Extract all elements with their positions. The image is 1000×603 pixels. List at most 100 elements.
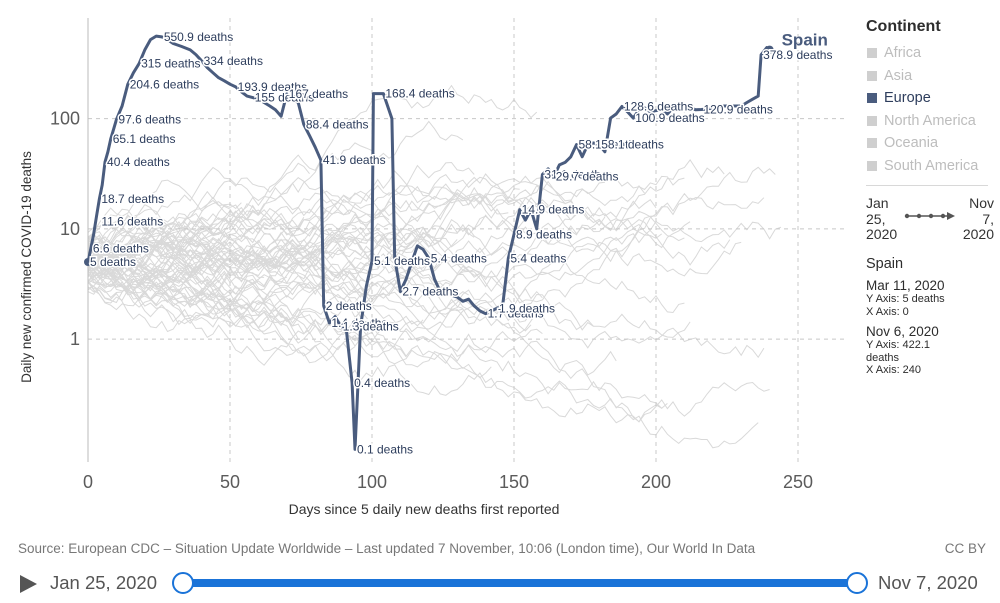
background-series-line [87,265,668,409]
data-label: 0.1 deaths [357,442,413,456]
spain-line[interactable] [86,34,771,451]
legend-item-europe[interactable]: Europe [864,87,994,110]
legend-item-oceania[interactable]: Oceania [864,132,994,155]
legend-items: Africa Asia Europe North America Oceania Sout… [864,42,994,177]
x-tick-label: 50 [220,472,240,492]
background-series-line [87,188,606,276]
background-series-line [87,84,538,254]
data-label: 334 deaths [204,54,263,68]
legend-item-asia[interactable]: Asia [864,65,994,88]
x-tick-label: 100 [357,472,387,492]
data-label: 0.4 deaths [354,376,410,390]
line-chart: 0 50 100 150 200 250 1 10 100 Spain 5 deaths6.6 … [19,18,848,517]
legend-divider [866,185,988,186]
tooltip-title: Spain [866,256,904,272]
tooltip-point-end: Nov 6, 2020 Y Axis: 422.1 deaths X Axis:… [866,324,939,376]
spain-end-point[interactable] [765,45,774,54]
data-label: 88.4 deaths [306,117,369,131]
data-label: 6.6 deaths [93,242,149,256]
axes: 0 50 100 150 200 250 1 10 100 [50,18,813,492]
spain-start-point[interactable] [84,258,92,267]
x-tick-label: 150 [499,472,529,492]
data-label: 378.9 deaths [763,48,832,62]
legend-swatch [867,70,877,81]
timeline-track[interactable] [183,579,857,587]
data-label: 167 deaths [289,87,348,101]
data-label: 120.9 deaths [703,102,772,116]
data-label: 100.9 deaths [635,111,704,125]
background-series-line [87,179,259,238]
legend-panel: Continent Africa Asia Europe North America O… [864,18,994,383]
legend-item-label: Asia [884,67,913,84]
x-tick-label: 0 [83,472,93,492]
gridlines [88,18,848,462]
background-series-line [87,234,418,272]
background-series-line [87,166,776,304]
data-label: 58.1 deaths [578,138,641,152]
legend-swatch [867,160,877,171]
data-label: 1.7 deaths [488,307,544,321]
series-end-label: Spain [782,31,828,50]
data-label: 128.6 deaths [624,100,693,114]
timeline-start-label: Jan 25, 2020 [50,572,157,593]
background-series-line [87,192,765,309]
legend-title: Continent [866,18,941,35]
background-series-line [87,266,288,329]
data-label: 2 deaths [326,299,372,313]
background-series-line [87,230,248,282]
data-label: 204.6 deaths [130,77,199,91]
legend-item-north-america[interactable]: North America [864,110,994,133]
timeline-slider: Jan 25, 2020 Nov 7, 2020 [0,568,1000,600]
data-label: 14.9 deaths [522,203,585,217]
background-series-line [87,195,663,273]
data-label: 11.6 deaths [101,215,163,229]
y-tick-label: 10 [60,219,80,239]
legend-item-label: Europe [884,90,931,107]
timeline-end-handle[interactable] [846,572,868,594]
legend-item-label: Africa [884,45,922,62]
legend-item-label: South America [884,157,979,174]
data-label: 65.1 deaths [113,132,176,146]
data-label: 155 deaths [255,91,314,105]
source-text: Source: European CDC – Situation Update … [18,541,756,556]
timeline-start-handle[interactable] [172,572,194,594]
background-series-line [87,173,645,288]
data-label: 40.4 deaths [107,155,170,169]
data-label: 18.7 deaths [101,192,164,206]
background-series-line [87,267,594,347]
y-tick-label: 100 [50,109,80,129]
x-axis-title: Days since 5 daily new deaths first repo… [289,501,560,517]
background-series-line [87,235,617,376]
tooltip-point-start: Mar 11, 2020 Y Axis: 5 deaths X Axis: 0 [866,278,945,318]
data-label: 550.9 deaths [164,30,233,44]
legend-swatch [867,138,877,149]
background-series-line [87,263,759,449]
range-start: Jan 25, 2020 [866,195,898,242]
legend-item-africa[interactable]: Africa [864,42,994,65]
x-tick-label: 250 [783,472,813,492]
data-label: 41.9 deaths [323,153,386,167]
background-series-line [87,162,310,252]
data-label: 168.4 deaths [385,87,454,101]
license-link[interactable]: CC BY [944,541,986,556]
background-series-line [87,217,543,337]
data-label: 5.4 deaths [431,251,487,265]
data-label: 8.9 deaths [516,227,572,241]
background-series-line [87,216,481,278]
play-icon[interactable] [20,575,37,593]
timeline-end-label: Nov 7, 2020 [878,572,978,593]
x-tick-label: 200 [641,472,671,492]
legend-swatch [867,48,877,59]
spain-series[interactable]: Spain [84,31,828,451]
data-label: 97.6 deaths [118,113,181,127]
data-label: 315 deaths [141,57,200,71]
legend-item-label: Oceania [884,135,939,152]
background-series-line [87,234,469,299]
data-label: 5.1 deaths [374,254,430,268]
date-range: Jan 25, 2020 Nov 7, 2020 [866,195,994,250]
legend-item-south-america[interactable]: South America [864,155,994,178]
background-series-line [87,270,765,359]
data-label: 5.4 deaths [510,251,566,265]
background-series-line [87,224,770,424]
